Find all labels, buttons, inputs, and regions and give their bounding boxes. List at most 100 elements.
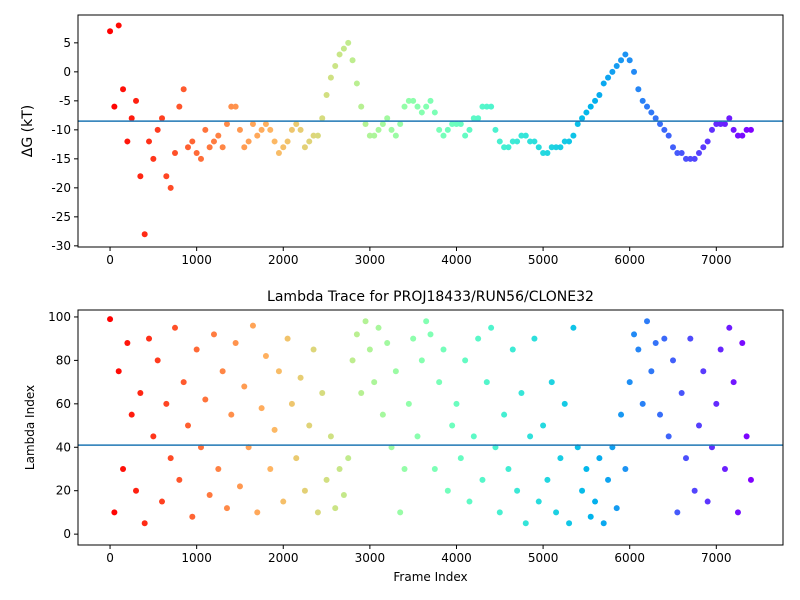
data-point <box>193 346 200 353</box>
data-point <box>124 138 131 145</box>
data-point <box>141 520 148 527</box>
y-tick-label: -15 <box>51 152 71 166</box>
data-point <box>648 368 655 375</box>
data-point <box>133 487 140 494</box>
data-point <box>301 487 308 494</box>
data-point <box>249 121 256 128</box>
data-point <box>721 121 728 128</box>
axes-frame <box>77 14 784 248</box>
x-tick-label: 0 <box>106 551 114 565</box>
data-point <box>258 405 265 412</box>
y-tick-label: -5 <box>59 94 71 108</box>
data-point <box>462 132 469 139</box>
data-point <box>657 121 664 128</box>
data-point <box>128 115 135 122</box>
data-point <box>566 520 573 527</box>
data-point <box>596 92 603 99</box>
data-point <box>327 74 334 81</box>
data-point <box>635 86 642 93</box>
axes-frame <box>77 309 784 546</box>
data-point <box>254 132 261 139</box>
data-point <box>670 357 677 364</box>
data-point <box>522 520 529 527</box>
data-point <box>743 126 750 133</box>
data-point <box>107 28 114 35</box>
data-point <box>223 505 230 512</box>
data-point <box>405 97 412 104</box>
data-point <box>613 63 620 70</box>
data-point <box>457 455 464 462</box>
data-point <box>739 132 746 139</box>
data-point <box>184 144 191 151</box>
data-point <box>310 346 317 353</box>
data-point <box>167 184 174 191</box>
data-point <box>327 433 334 440</box>
data-point <box>587 513 594 520</box>
data-point <box>314 132 321 139</box>
y-tick-label: 20 <box>56 484 71 498</box>
data-point <box>682 455 689 462</box>
data-point <box>431 109 438 116</box>
data-point <box>704 498 711 505</box>
data-point <box>717 346 724 353</box>
data-point <box>427 331 434 338</box>
data-point <box>626 57 633 64</box>
data-point <box>639 400 646 407</box>
data-point <box>254 509 261 516</box>
data-point <box>548 144 555 151</box>
data-point <box>444 126 451 133</box>
data-point <box>713 400 720 407</box>
data-point <box>319 115 326 122</box>
data-point <box>631 331 638 338</box>
data-point <box>414 433 421 440</box>
data-point <box>618 411 625 418</box>
data-point <box>362 318 369 325</box>
y-tick-label: 40 <box>56 440 71 454</box>
data-point <box>410 335 417 342</box>
data-point <box>172 324 179 331</box>
data-point <box>613 505 620 512</box>
data-point <box>176 476 183 483</box>
data-point <box>726 324 733 331</box>
data-point <box>323 476 330 483</box>
data-point <box>172 150 179 157</box>
data-point <box>462 357 469 364</box>
data-point <box>561 138 568 145</box>
data-point <box>423 318 430 325</box>
data-point <box>691 155 698 162</box>
data-point <box>509 346 516 353</box>
y-tick-label: 5 <box>63 36 71 50</box>
data-point <box>687 155 694 162</box>
data-point <box>137 173 144 180</box>
data-point <box>236 126 243 133</box>
data-point <box>592 498 599 505</box>
data-point <box>414 103 421 110</box>
data-point <box>540 150 547 157</box>
data-point <box>488 103 495 110</box>
data-point <box>466 498 473 505</box>
data-point <box>249 322 256 329</box>
data-point <box>159 115 166 122</box>
data-point <box>661 126 668 133</box>
data-point <box>111 103 118 110</box>
data-point <box>687 335 694 342</box>
data-point <box>531 335 538 342</box>
data-point <box>622 465 629 472</box>
data-point <box>241 144 248 151</box>
data-point <box>288 400 295 407</box>
data-point <box>708 126 715 133</box>
data-point <box>657 411 664 418</box>
data-point <box>401 103 408 110</box>
data-point <box>579 487 586 494</box>
data-point <box>583 109 590 116</box>
data-point <box>154 126 161 133</box>
y-tick-label: 80 <box>56 353 71 367</box>
x-tick-label: 0 <box>106 253 114 267</box>
data-point <box>379 121 386 128</box>
data-point <box>501 411 508 418</box>
data-point <box>163 400 170 407</box>
data-point <box>661 335 668 342</box>
data-point <box>146 138 153 145</box>
data-point <box>644 318 651 325</box>
x-tick-label: 6000 <box>614 253 645 267</box>
